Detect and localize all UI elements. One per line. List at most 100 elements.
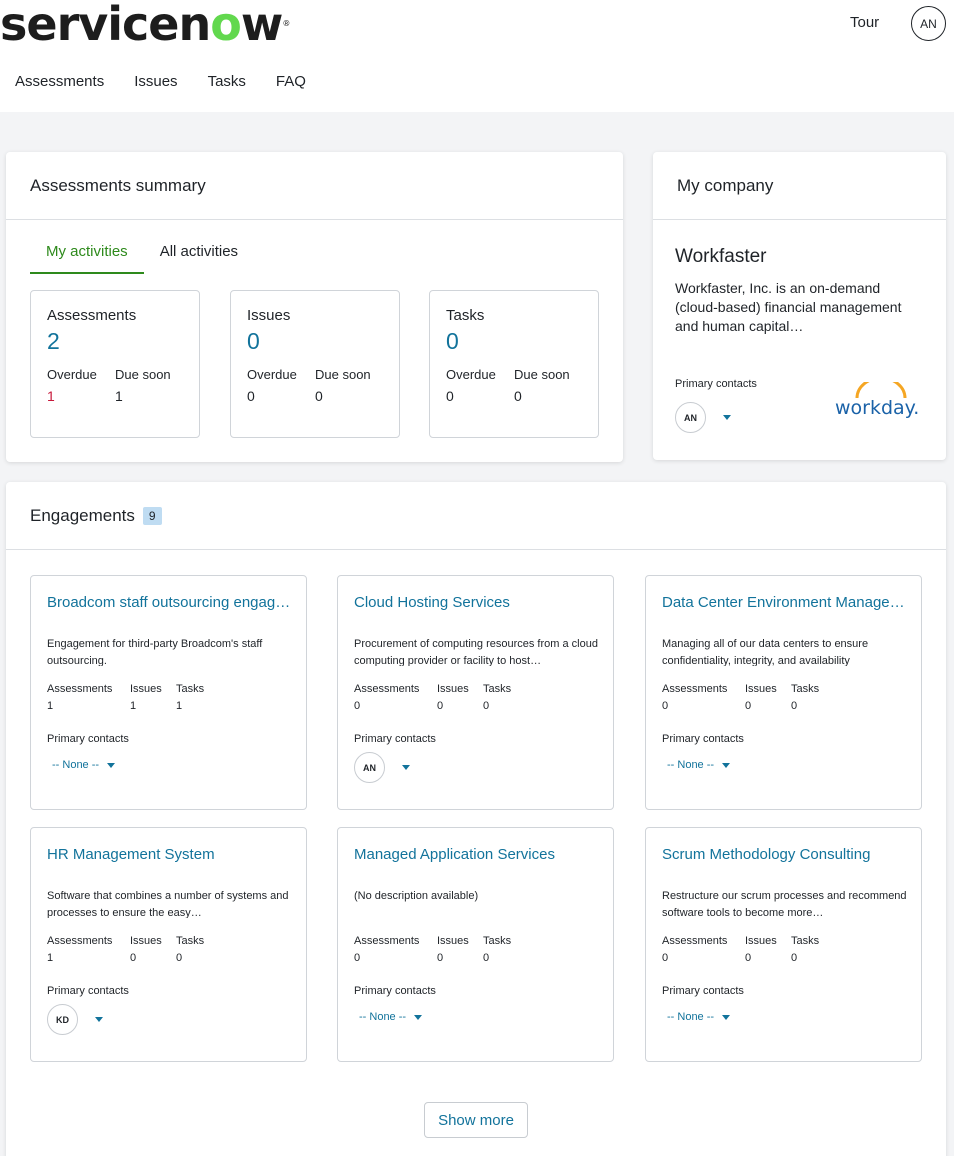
svg-text:workday.: workday.: [835, 397, 919, 418]
engagement-title[interactable]: Scrum Methodology Consulting: [662, 846, 871, 863]
chevron-down-icon[interactable]: [414, 1014, 423, 1020]
primary-contacts-label: Primary contacts: [662, 733, 744, 745]
user-avatar[interactable]: AN: [911, 6, 946, 41]
stat-issues[interactable]: Issues 0 Overdue Due soon 0 0: [230, 290, 400, 438]
engagement-description: Restructure our scrum processes and reco…: [662, 890, 907, 918]
tasks-label: Tasks: [176, 683, 205, 695]
engagement-card[interactable]: Data Center Environment Management Manag…: [645, 575, 922, 810]
top-bar: servicenow® Tour AN Assessments Issues T…: [0, 0, 954, 112]
issues-label: Issues: [130, 935, 162, 947]
assessments-summary-card: Assessments summary My activities All ac…: [6, 152, 623, 462]
due-soon-value[interactable]: 0: [514, 388, 522, 404]
contacts-dropdown[interactable]: -- None --: [52, 759, 116, 771]
tasks-value: 0: [791, 700, 798, 712]
overdue-label: Overdue: [446, 367, 496, 382]
engagement-card[interactable]: Broadcom staff outsourcing engagement En…: [30, 575, 307, 810]
issues-value: 0: [745, 700, 752, 712]
nav-tasks[interactable]: Tasks: [207, 73, 246, 90]
assessments-label: Assessments: [662, 683, 728, 695]
assessments-value: 0: [354, 700, 361, 712]
tour-link[interactable]: Tour: [850, 14, 880, 31]
tasks-value: 1: [176, 700, 183, 712]
stat-title: Tasks: [446, 307, 485, 324]
issues-value: 0: [130, 952, 137, 964]
servicenow-logo[interactable]: servicenow®: [0, 0, 290, 48]
contacts-dropdown[interactable]: -- None --: [359, 1011, 423, 1023]
contact-avatar[interactable]: AN: [675, 402, 706, 433]
engagements-card: Engagements 9 Broadcom staff outsourcing…: [6, 482, 946, 1156]
assessments-value: 0: [354, 952, 361, 964]
logo-o: o: [210, 0, 242, 51]
none-label: -- None --: [52, 759, 100, 771]
overdue-value[interactable]: 0: [446, 388, 454, 404]
stat-count[interactable]: 0: [247, 328, 260, 354]
stat-title: Issues: [247, 307, 291, 324]
assessments-label: Assessments: [662, 935, 728, 947]
engagement-card[interactable]: Managed Application Services (No descrip…: [337, 827, 614, 1062]
stat-count[interactable]: 0: [446, 328, 459, 354]
engagement-description: Software that combines a number of syste…: [47, 890, 289, 918]
assessments-label: Assessments: [354, 683, 420, 695]
engagement-description: (No description available): [354, 890, 479, 902]
assessments-label: Assessments: [47, 683, 113, 695]
engagement-title[interactable]: Broadcom staff outsourcing engagement: [47, 594, 295, 611]
assessments-value: 0: [662, 952, 669, 964]
chevron-down-icon[interactable]: [723, 415, 731, 420]
chevron-down-icon[interactable]: [107, 762, 116, 768]
primary-contacts-label: Primary contacts: [354, 733, 436, 745]
contacts-dropdown[interactable]: -- None --: [667, 759, 731, 771]
tab-my-activities[interactable]: My activities: [30, 240, 144, 274]
summary-tabs: My activities All activities: [30, 240, 254, 274]
due-soon-value[interactable]: 1: [115, 388, 123, 404]
nav-faq[interactable]: FAQ: [275, 73, 306, 90]
due-soon-label: Due soon: [115, 367, 171, 382]
engagement-title[interactable]: Managed Application Services: [354, 846, 555, 863]
nav-issues[interactable]: Issues: [134, 73, 178, 90]
engagement-title[interactable]: Cloud Hosting Services: [354, 594, 510, 611]
engagement-title[interactable]: Data Center Environment Management: [662, 594, 910, 611]
tasks-label: Tasks: [791, 683, 820, 695]
tab-all-activities[interactable]: All activities: [159, 243, 239, 260]
summary-title: Assessments summary: [6, 152, 623, 220]
assessments-label: Assessments: [354, 935, 420, 947]
tasks-label: Tasks: [483, 683, 512, 695]
due-soon-value[interactable]: 0: [315, 388, 323, 404]
engagements-header: Engagements 9: [6, 482, 946, 550]
overdue-value[interactable]: 1: [47, 388, 55, 404]
engagement-title[interactable]: HR Management System: [47, 846, 215, 863]
chevron-down-icon[interactable]: [402, 765, 410, 770]
overdue-label: Overdue: [47, 367, 97, 382]
contact-avatar[interactable]: AN: [354, 752, 385, 783]
engagement-card[interactable]: Scrum Methodology Consulting Restructure…: [645, 827, 922, 1062]
none-label: -- None --: [667, 1011, 715, 1023]
contact-avatar[interactable]: KD: [47, 1004, 78, 1035]
primary-contacts-label: Primary contacts: [47, 985, 129, 997]
stat-title: Assessments: [47, 307, 137, 324]
tasks-label: Tasks: [791, 935, 820, 947]
stat-assessments[interactable]: Assessments 2 Overdue Due soon 1 1: [30, 290, 200, 438]
tasks-value: 0: [791, 952, 798, 964]
none-label: -- None --: [667, 759, 715, 771]
company-card-title: My company: [653, 152, 946, 220]
contacts-dropdown[interactable]: -- None --: [667, 1011, 731, 1023]
chevron-down-icon[interactable]: [95, 1017, 103, 1022]
stat-count[interactable]: 2: [47, 328, 60, 354]
overdue-value[interactable]: 0: [247, 388, 255, 404]
main-nav: Assessments Issues Tasks FAQ: [15, 73, 336, 90]
nav-assessments[interactable]: Assessments: [15, 73, 105, 90]
engagement-description: Procurement of computing resources from …: [354, 638, 598, 666]
my-company-card: My company Workfaster Workfaster, Inc. i…: [653, 152, 946, 460]
issues-label: Issues: [437, 935, 469, 947]
stat-tasks[interactable]: Tasks 0 Overdue Due soon 0 0: [429, 290, 599, 438]
primary-contacts-label: Primary contacts: [662, 985, 744, 997]
chevron-down-icon[interactable]: [722, 1014, 731, 1020]
primary-contacts-label: Primary contacts: [47, 733, 129, 745]
issues-value: 0: [437, 952, 444, 964]
engagement-description: Engagement for third-party Broadcom's st…: [47, 638, 263, 666]
show-more-button[interactable]: Show more: [424, 1102, 528, 1138]
due-soon-label: Due soon: [514, 367, 570, 382]
engagement-card[interactable]: Cloud Hosting Services Procurement of co…: [337, 575, 614, 810]
chevron-down-icon[interactable]: [722, 762, 731, 768]
company-name: Workfaster: [675, 246, 767, 267]
engagement-card[interactable]: HR Management System Software that combi…: [30, 827, 307, 1062]
